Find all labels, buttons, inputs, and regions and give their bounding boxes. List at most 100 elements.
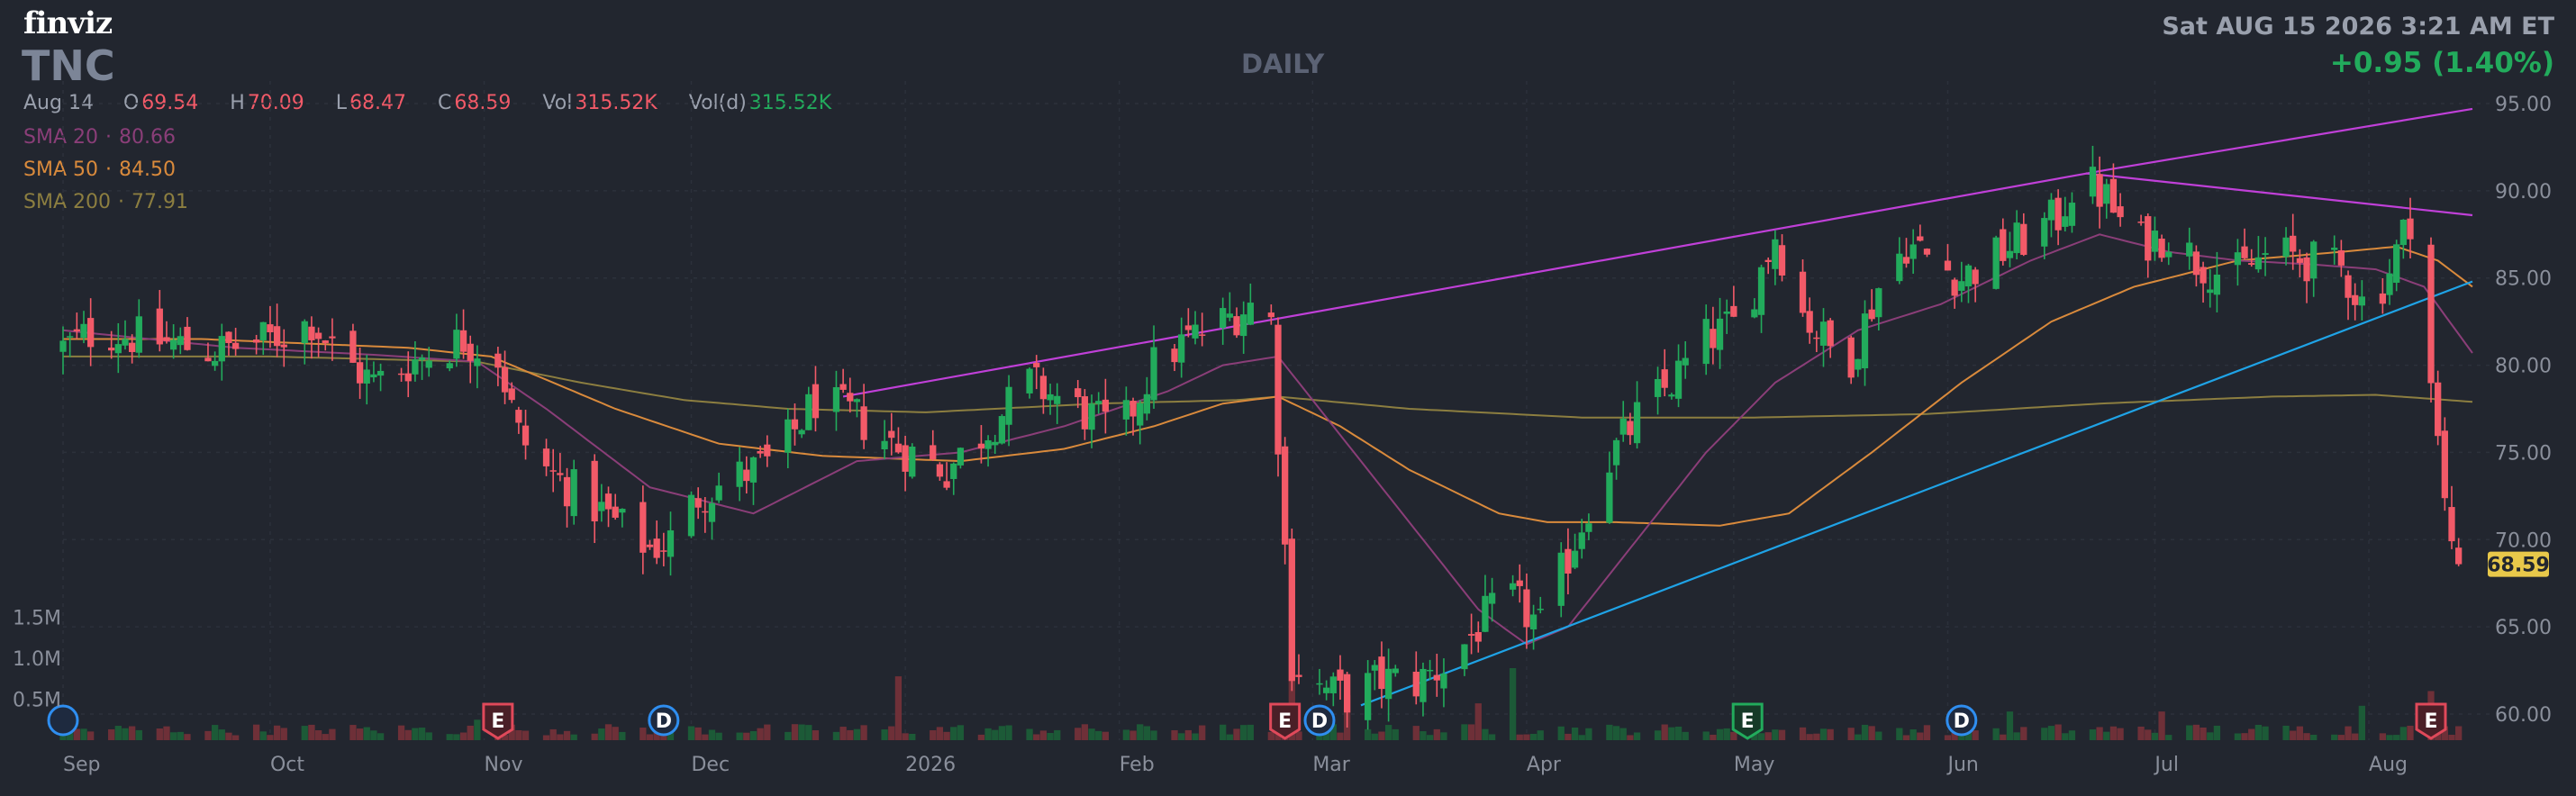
candle-body xyxy=(1482,595,1489,632)
volume-bar xyxy=(2296,726,2304,740)
candle-body xyxy=(785,419,792,453)
candle-body xyxy=(1316,683,1323,685)
candle-body xyxy=(2151,231,2159,252)
volume-bar xyxy=(412,728,419,740)
candle-body xyxy=(1384,668,1392,700)
volume-bar xyxy=(508,724,515,740)
event-marker-E[interactable]: E xyxy=(1269,702,1302,740)
candle xyxy=(184,317,191,351)
chart-period: DAILY xyxy=(1241,49,1325,79)
event-marker-E[interactable]: E xyxy=(1731,702,1764,740)
dividend-badge xyxy=(47,704,79,737)
candle-body xyxy=(363,369,370,384)
volume-bar xyxy=(888,726,895,740)
candle xyxy=(356,347,364,399)
trendline xyxy=(2085,172,2473,217)
volume-bar xyxy=(211,725,219,740)
candle-body xyxy=(1565,548,1572,574)
volume-bar xyxy=(930,729,937,740)
candle xyxy=(467,335,474,384)
event-marker-E[interactable]: E xyxy=(482,702,514,740)
candle xyxy=(259,321,267,356)
candle-body xyxy=(515,410,522,423)
candle xyxy=(2254,236,2263,273)
candle-body xyxy=(1102,399,1110,412)
candle-body xyxy=(2241,246,2248,258)
candle xyxy=(363,354,370,405)
candle xyxy=(2393,240,2400,292)
candle-body xyxy=(2096,174,2103,207)
candle xyxy=(515,406,522,434)
volume-bar xyxy=(1606,724,1613,740)
event-marker-D[interactable]: D xyxy=(1303,704,1336,737)
candle xyxy=(1364,660,1372,730)
candle xyxy=(135,299,142,358)
candle xyxy=(1220,297,1227,345)
volume-bar xyxy=(1323,732,1330,740)
candle-body xyxy=(1150,347,1157,401)
candle xyxy=(1819,308,1828,367)
volume-bar xyxy=(1220,724,1227,740)
sma20-legend[interactable]: SMA 20 · 80.66 xyxy=(23,126,176,149)
event-marker-E[interactable]: E xyxy=(2415,702,2447,740)
volume-bar xyxy=(314,729,322,740)
candle xyxy=(1274,317,1282,477)
sma20-value: 80.66 xyxy=(118,126,176,149)
x-tick-label: Dec xyxy=(691,754,730,776)
volume-bar xyxy=(280,728,287,740)
finviz-logo[interactable]: finviz xyxy=(23,5,113,41)
sma50-legend[interactable]: SMA 50 · 84.50 xyxy=(23,158,176,181)
candle xyxy=(370,361,377,383)
volume-bar xyxy=(992,729,999,740)
event-label: D xyxy=(1311,710,1328,733)
candle-body xyxy=(1509,583,1517,590)
event-label: D xyxy=(1954,710,1970,733)
candle xyxy=(1716,297,1724,369)
y-tick-label: 85.00 xyxy=(2495,268,2552,291)
candle-body xyxy=(314,332,322,339)
candle-body xyxy=(2331,248,2338,250)
volume-bar xyxy=(1633,732,1641,740)
candle xyxy=(612,493,619,520)
candle xyxy=(2427,237,2435,403)
candle xyxy=(542,439,550,476)
volume-bar xyxy=(1772,729,1779,740)
candle-body xyxy=(2200,267,2207,284)
volume-bar xyxy=(2331,734,2338,740)
candle-body xyxy=(2448,507,2455,542)
x-tick-label: Aug xyxy=(2369,754,2408,776)
volume-bar xyxy=(1847,728,1855,740)
candle-body xyxy=(2337,250,2345,266)
candle-body xyxy=(2213,274,2221,295)
candle xyxy=(1102,378,1110,434)
x-tick-label: Mar xyxy=(1312,754,1350,776)
candle xyxy=(549,448,557,493)
event-marker-dividend[interactable] xyxy=(47,704,79,737)
candle-body xyxy=(2303,257,2310,282)
volume-bar xyxy=(853,728,861,740)
volume-bar xyxy=(619,731,626,740)
sma200-legend[interactable]: SMA 200 · 77.91 xyxy=(23,191,188,213)
candle-body xyxy=(749,457,757,483)
candle-body xyxy=(1295,674,1302,677)
candle xyxy=(798,429,805,439)
candle xyxy=(764,435,771,467)
candle-body xyxy=(322,340,329,344)
vol-label: Vol xyxy=(542,92,573,114)
volume-bar xyxy=(184,734,191,740)
event-marker-D[interactable]: D xyxy=(1946,704,1978,737)
volume-bar xyxy=(425,732,432,740)
candle-body xyxy=(619,509,626,513)
candle xyxy=(2137,214,2145,226)
x-tick-label: May xyxy=(1734,754,1774,776)
event-marker-D[interactable]: D xyxy=(648,704,680,737)
candle xyxy=(2407,197,2414,258)
candle-body xyxy=(280,344,287,348)
candle-body xyxy=(1323,687,1330,693)
volume-bar xyxy=(1075,728,1082,740)
candle-body xyxy=(1129,401,1137,417)
candle xyxy=(2109,163,2118,213)
volume-bar xyxy=(1329,724,1337,740)
volume-bar xyxy=(1964,732,1973,740)
